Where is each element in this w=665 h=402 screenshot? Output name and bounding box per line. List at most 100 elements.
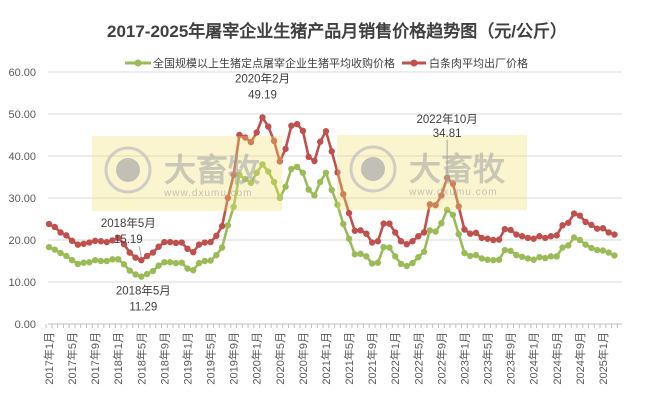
data-point <box>178 239 185 246</box>
data-point <box>253 169 260 176</box>
x-tick-label: 2018年9月 <box>157 332 171 385</box>
data-point <box>161 259 168 266</box>
legend-label-live-hog: 全国规模以上生猪定点屠宰企业生猪平均收购价格 <box>153 56 395 70</box>
data-point <box>74 260 82 268</box>
data-point <box>518 233 526 240</box>
x-tick-label: 2017年9月 <box>88 332 102 385</box>
data-point <box>588 244 595 252</box>
legend: 全国规模以上生猪定点屠宰企业生猪平均收购价格 白条肉平均出厂价格 <box>125 56 528 70</box>
data-point <box>403 241 410 248</box>
data-point <box>236 131 243 139</box>
data-point <box>559 244 566 251</box>
data-point <box>513 251 520 259</box>
data-point <box>420 248 428 255</box>
data-point <box>449 180 457 187</box>
data-point <box>467 230 474 237</box>
data-point <box>265 168 272 175</box>
y-tick-label: 0.00 <box>15 319 36 331</box>
data-point <box>270 178 278 186</box>
y-tick-label: 20.00 <box>8 235 36 247</box>
data-point <box>380 243 387 251</box>
data-point <box>86 259 93 266</box>
data-point <box>103 238 110 246</box>
data-point <box>443 174 451 181</box>
x-tick-label: 2019年5月 <box>204 332 218 385</box>
y-axis: 0.00 10.00 20.00 30.00 40.00 50.00 60.00 <box>8 67 36 331</box>
data-point <box>432 201 439 209</box>
data-point <box>530 256 537 263</box>
data-point <box>138 273 145 280</box>
data-point <box>201 257 208 265</box>
data-point <box>570 234 578 241</box>
data-point <box>80 240 87 247</box>
data-point <box>259 114 266 121</box>
data-point <box>86 239 93 246</box>
data-point <box>265 123 272 130</box>
data-point <box>547 253 555 260</box>
data-point <box>340 191 347 198</box>
watermark-logo-text: 大畜牧 <box>409 151 506 187</box>
data-point <box>345 235 353 242</box>
y-tick-label: 40.00 <box>8 151 36 163</box>
data-point <box>322 169 330 176</box>
watermark-logo-icon <box>349 145 397 193</box>
data-point <box>120 261 128 268</box>
data-point <box>316 178 324 186</box>
data-point <box>184 245 191 253</box>
data-point <box>172 239 180 247</box>
data-point <box>51 223 58 231</box>
data-point <box>91 237 99 245</box>
data-point <box>495 236 503 243</box>
data-point <box>576 212 584 219</box>
data-point <box>593 225 601 232</box>
data-point <box>224 222 232 229</box>
data-point <box>311 192 318 199</box>
data-point <box>392 229 399 236</box>
data-point <box>524 255 532 262</box>
data-point <box>530 235 537 242</box>
x-tick-label: 2024年1月 <box>527 332 541 385</box>
data-point <box>322 128 330 135</box>
data-point <box>461 249 468 257</box>
data-point <box>282 145 289 153</box>
data-point <box>224 194 232 202</box>
data-point <box>132 254 139 261</box>
data-point <box>276 158 283 165</box>
data-point <box>495 256 503 263</box>
legend-marker-live-hog <box>134 59 142 67</box>
data-point <box>45 220 53 228</box>
data-point <box>270 137 278 145</box>
data-point <box>259 161 266 168</box>
data-point <box>599 225 607 232</box>
legend-label-carcass: 白条肉平均出厂价格 <box>429 56 528 70</box>
data-point <box>467 252 474 260</box>
data-point <box>374 259 382 266</box>
x-tick-label: 2024年5月 <box>550 332 564 385</box>
data-point <box>570 210 578 217</box>
data-point <box>438 192 445 199</box>
data-point <box>103 257 110 265</box>
data-point <box>328 148 335 155</box>
data-point <box>420 229 428 236</box>
data-point <box>241 134 249 141</box>
data-point <box>357 227 364 234</box>
data-point <box>293 163 301 171</box>
x-tick-label: 2017年1月 <box>42 332 56 385</box>
data-point <box>542 254 549 262</box>
data-point <box>213 232 220 239</box>
data-point <box>478 234 485 242</box>
data-point <box>472 251 480 259</box>
data-point <box>293 120 301 128</box>
annotation-value: 11.29 <box>129 302 157 314</box>
data-point <box>126 249 133 256</box>
x-tick-label: 2021年9月 <box>365 332 379 385</box>
x-tick-label: 2017年5月 <box>65 332 79 385</box>
chart-title: 2017-2025年屠宰企业生猪产品月销售价格趋势图（元/公斤） <box>107 21 567 41</box>
x-tick-label: 2025年1月 <box>596 332 610 385</box>
x-tick-label: 2019年9月 <box>227 332 241 385</box>
data-point <box>351 227 359 234</box>
annotation-leader-line <box>138 246 142 258</box>
